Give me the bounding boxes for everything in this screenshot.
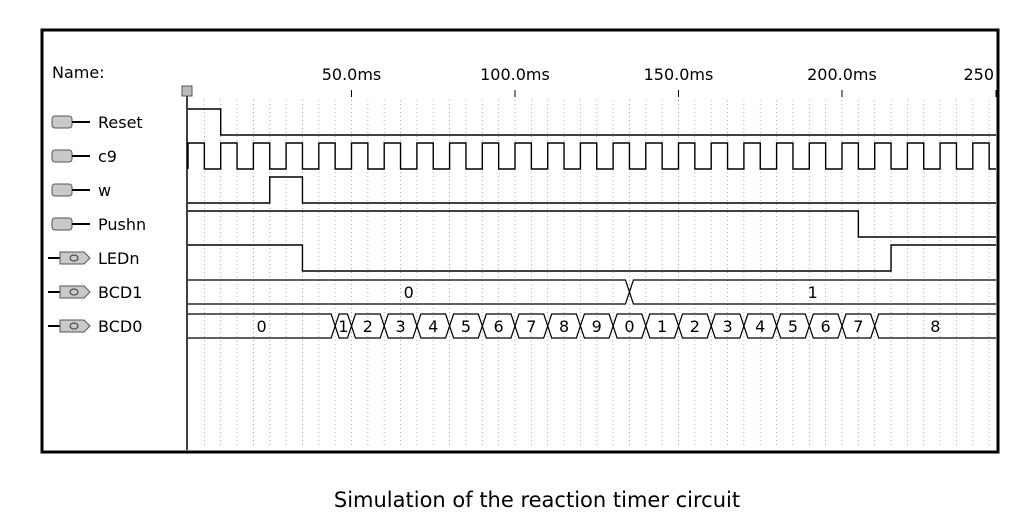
- signal-name-c9[interactable]: c9: [98, 147, 117, 166]
- ruler-tick-label: 150.0ms: [644, 65, 714, 84]
- bus-segment: [874, 313, 996, 339]
- figure-caption: Simulation of the reaction timer circuit: [333, 488, 741, 512]
- pin-body: [59, 319, 91, 333]
- bus-value-label: 9: [592, 317, 602, 336]
- signal-row-bcd1[interactable]: BCD1: [48, 283, 142, 302]
- bus-value-label: 2: [363, 317, 373, 336]
- output-pin-icon: [48, 251, 91, 265]
- bus-value-label: 7: [526, 317, 536, 336]
- signal-row-w[interactable]: w: [51, 181, 111, 200]
- input-pin-icon: [51, 115, 90, 129]
- signal-name-reset[interactable]: Reset: [98, 113, 143, 132]
- bus-output-icon: [48, 319, 91, 333]
- bus-value-label: 0: [624, 317, 634, 336]
- bus-value-label: 5: [461, 317, 471, 336]
- waveform-reset: [188, 108, 996, 136]
- time-cursor-handle[interactable]: [181, 85, 193, 97]
- pin-body: [51, 149, 73, 163]
- waveform-c9: [187, 142, 996, 170]
- signal-name-ledn[interactable]: LEDn: [98, 249, 139, 268]
- waveform-trace: [187, 142, 996, 170]
- input-pin-icon: [51, 149, 90, 163]
- bus-value-label: 8: [930, 317, 940, 336]
- signal-name-bcd0[interactable]: BCD0: [98, 317, 142, 336]
- pin-body: [59, 251, 91, 265]
- signal-name-pushn[interactable]: Pushn: [98, 215, 146, 234]
- pin-glyph: [69, 322, 79, 330]
- ruler-tick-label: 100.0ms: [480, 65, 550, 84]
- signal-row-pushn[interactable]: Pushn: [51, 215, 146, 234]
- signal-row-bcd0[interactable]: BCD0: [48, 317, 142, 336]
- waveform-trace: [188, 108, 996, 136]
- bus-value-label: 4: [755, 317, 765, 336]
- bus-value-label: 6: [494, 317, 504, 336]
- signal-row-c9[interactable]: c9: [51, 147, 117, 166]
- bus-value-label: 0: [256, 317, 266, 336]
- bus-value-label: 3: [722, 317, 732, 336]
- bus-value-label: 5: [788, 317, 798, 336]
- waveforms: 0 10 1 2 3 4 5 6 7 8 9 0 1 2 3 4 5 6 7 8: [187, 108, 996, 339]
- input-pin-icon: [51, 183, 90, 197]
- waveform-trace: [188, 244, 996, 272]
- time-ruler: 50.0ms 100.0ms 150.0ms 200.0ms 250: [322, 65, 997, 97]
- ruler-tick-label: 50.0ms: [322, 65, 382, 84]
- bus-output-icon: [48, 285, 91, 299]
- bus-value-label: 1: [808, 283, 818, 302]
- signal-name-bcd1[interactable]: BCD1: [98, 283, 142, 302]
- signal-row-ledn[interactable]: LEDn: [48, 249, 139, 268]
- bus-value-label: 0: [404, 283, 414, 302]
- pin-body: [59, 285, 91, 299]
- waveform-w: [188, 176, 996, 204]
- signal-name-w[interactable]: w: [98, 181, 111, 200]
- bus-value-label: 3: [395, 317, 405, 336]
- bus-segment: [628, 279, 996, 305]
- bus-value-label: 4: [428, 317, 438, 336]
- signal-name-list: Reset c9 w Pushn LEDn BCD1 BCD0: [48, 113, 146, 336]
- bus-value-label: 8: [559, 317, 569, 336]
- pin-glyph: [69, 288, 79, 296]
- pin-body: [51, 183, 73, 197]
- pin-body: [51, 115, 73, 129]
- bus-value-label: 1: [338, 317, 348, 336]
- bus-value-label: 1: [657, 317, 667, 336]
- waveform-trace: [188, 176, 996, 204]
- bus-value-label: 2: [690, 317, 700, 336]
- pin-glyph: [69, 254, 79, 262]
- waveform-frame: [40, 28, 1000, 454]
- waveform-trace: [188, 210, 996, 238]
- ruler-tick-label: 250: [963, 65, 994, 84]
- signal-row-reset[interactable]: Reset: [51, 113, 143, 132]
- input-pin-icon: [51, 217, 90, 231]
- bus-value-label: 7: [853, 317, 863, 336]
- waveform-ledn: [188, 244, 996, 272]
- waveform-pushn: [188, 210, 996, 238]
- name-column-header: Name:: [52, 63, 105, 82]
- ruler-tick-label: 200.0ms: [807, 65, 877, 84]
- bus-value-label: 6: [821, 317, 831, 336]
- pin-body: [51, 217, 73, 231]
